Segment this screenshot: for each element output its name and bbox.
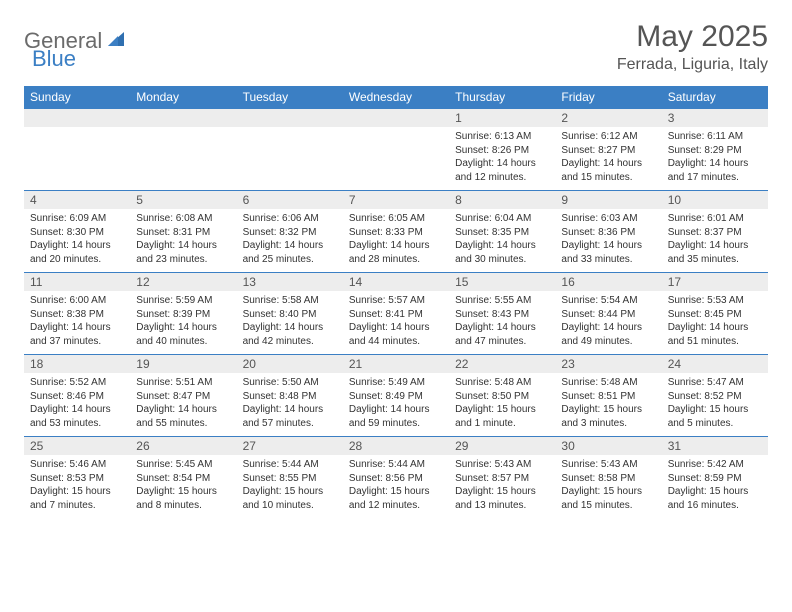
day-number: 30 bbox=[555, 437, 661, 456]
weekday-header: Friday bbox=[555, 86, 661, 109]
day-detail: Sunrise: 5:44 AMSunset: 8:55 PMDaylight:… bbox=[237, 455, 343, 518]
day-detail: Sunrise: 5:59 AMSunset: 8:39 PMDaylight:… bbox=[130, 291, 236, 355]
day-number: 8 bbox=[449, 191, 555, 210]
weekday-header: Sunday bbox=[24, 86, 130, 109]
day-detail: Sunrise: 6:09 AMSunset: 8:30 PMDaylight:… bbox=[24, 209, 130, 273]
day-number: 5 bbox=[130, 191, 236, 210]
calendar-table: Sunday Monday Tuesday Wednesday Thursday… bbox=[24, 86, 768, 518]
detail-row: Sunrise: 6:09 AMSunset: 8:30 PMDaylight:… bbox=[24, 209, 768, 273]
detail-row: Sunrise: 6:13 AMSunset: 8:26 PMDaylight:… bbox=[24, 127, 768, 191]
day-number: 10 bbox=[662, 191, 768, 210]
day-detail bbox=[24, 127, 130, 191]
day-detail: Sunrise: 5:48 AMSunset: 8:50 PMDaylight:… bbox=[449, 373, 555, 437]
day-number: 29 bbox=[449, 437, 555, 456]
day-number: 1 bbox=[449, 109, 555, 128]
daynum-row: 18192021222324 bbox=[24, 355, 768, 374]
day-number bbox=[24, 109, 130, 128]
day-number bbox=[237, 109, 343, 128]
logo-sail-icon bbox=[106, 30, 126, 53]
day-detail: Sunrise: 5:43 AMSunset: 8:58 PMDaylight:… bbox=[555, 455, 661, 518]
day-number: 4 bbox=[24, 191, 130, 210]
day-detail bbox=[130, 127, 236, 191]
day-detail: Sunrise: 5:51 AMSunset: 8:47 PMDaylight:… bbox=[130, 373, 236, 437]
day-number: 6 bbox=[237, 191, 343, 210]
weekday-header: Thursday bbox=[449, 86, 555, 109]
day-number: 14 bbox=[343, 273, 449, 292]
day-number: 27 bbox=[237, 437, 343, 456]
weekday-header: Tuesday bbox=[237, 86, 343, 109]
day-number: 26 bbox=[130, 437, 236, 456]
weekday-header: Monday bbox=[130, 86, 236, 109]
day-number bbox=[130, 109, 236, 128]
title-block: May 2025 Ferrada, Liguria, Italy bbox=[617, 20, 768, 74]
day-detail bbox=[237, 127, 343, 191]
day-detail bbox=[343, 127, 449, 191]
daynum-row: 25262728293031 bbox=[24, 437, 768, 456]
day-detail: Sunrise: 6:06 AMSunset: 8:32 PMDaylight:… bbox=[237, 209, 343, 273]
day-detail: Sunrise: 5:46 AMSunset: 8:53 PMDaylight:… bbox=[24, 455, 130, 518]
day-number: 3 bbox=[662, 109, 768, 128]
logo-text-blue: Blue bbox=[32, 46, 76, 72]
month-title: May 2025 bbox=[617, 20, 768, 54]
day-number: 23 bbox=[555, 355, 661, 374]
detail-row: Sunrise: 5:52 AMSunset: 8:46 PMDaylight:… bbox=[24, 373, 768, 437]
day-detail: Sunrise: 5:48 AMSunset: 8:51 PMDaylight:… bbox=[555, 373, 661, 437]
detail-row: Sunrise: 6:00 AMSunset: 8:38 PMDaylight:… bbox=[24, 291, 768, 355]
day-detail: Sunrise: 6:11 AMSunset: 8:29 PMDaylight:… bbox=[662, 127, 768, 191]
day-number: 2 bbox=[555, 109, 661, 128]
day-number: 28 bbox=[343, 437, 449, 456]
day-detail: Sunrise: 6:03 AMSunset: 8:36 PMDaylight:… bbox=[555, 209, 661, 273]
day-detail: Sunrise: 5:57 AMSunset: 8:41 PMDaylight:… bbox=[343, 291, 449, 355]
day-detail: Sunrise: 6:08 AMSunset: 8:31 PMDaylight:… bbox=[130, 209, 236, 273]
day-number: 7 bbox=[343, 191, 449, 210]
day-detail: Sunrise: 5:52 AMSunset: 8:46 PMDaylight:… bbox=[24, 373, 130, 437]
daynum-row: 45678910 bbox=[24, 191, 768, 210]
day-number: 21 bbox=[343, 355, 449, 374]
day-number bbox=[343, 109, 449, 128]
day-detail: Sunrise: 6:00 AMSunset: 8:38 PMDaylight:… bbox=[24, 291, 130, 355]
day-detail: Sunrise: 5:54 AMSunset: 8:44 PMDaylight:… bbox=[555, 291, 661, 355]
daynum-row: 11121314151617 bbox=[24, 273, 768, 292]
day-number: 17 bbox=[662, 273, 768, 292]
day-detail: Sunrise: 5:50 AMSunset: 8:48 PMDaylight:… bbox=[237, 373, 343, 437]
day-number: 13 bbox=[237, 273, 343, 292]
day-number: 22 bbox=[449, 355, 555, 374]
day-detail: Sunrise: 5:42 AMSunset: 8:59 PMDaylight:… bbox=[662, 455, 768, 518]
day-detail: Sunrise: 6:05 AMSunset: 8:33 PMDaylight:… bbox=[343, 209, 449, 273]
day-number: 18 bbox=[24, 355, 130, 374]
day-number: 11 bbox=[24, 273, 130, 292]
day-detail: Sunrise: 6:12 AMSunset: 8:27 PMDaylight:… bbox=[555, 127, 661, 191]
day-detail: Sunrise: 5:45 AMSunset: 8:54 PMDaylight:… bbox=[130, 455, 236, 518]
day-detail: Sunrise: 5:49 AMSunset: 8:49 PMDaylight:… bbox=[343, 373, 449, 437]
day-detail: Sunrise: 5:43 AMSunset: 8:57 PMDaylight:… bbox=[449, 455, 555, 518]
day-number: 25 bbox=[24, 437, 130, 456]
location: Ferrada, Liguria, Italy bbox=[617, 56, 768, 74]
day-number: 24 bbox=[662, 355, 768, 374]
day-number: 31 bbox=[662, 437, 768, 456]
weekday-header: Wednesday bbox=[343, 86, 449, 109]
detail-row: Sunrise: 5:46 AMSunset: 8:53 PMDaylight:… bbox=[24, 455, 768, 518]
day-detail: Sunrise: 5:55 AMSunset: 8:43 PMDaylight:… bbox=[449, 291, 555, 355]
weekday-header: Saturday bbox=[662, 86, 768, 109]
day-detail: Sunrise: 5:44 AMSunset: 8:56 PMDaylight:… bbox=[343, 455, 449, 518]
day-detail: Sunrise: 6:04 AMSunset: 8:35 PMDaylight:… bbox=[449, 209, 555, 273]
day-number: 16 bbox=[555, 273, 661, 292]
weekday-header-row: Sunday Monday Tuesday Wednesday Thursday… bbox=[24, 86, 768, 109]
daynum-row: 123 bbox=[24, 109, 768, 128]
day-number: 9 bbox=[555, 191, 661, 210]
day-detail: Sunrise: 5:58 AMSunset: 8:40 PMDaylight:… bbox=[237, 291, 343, 355]
header: General May 2025 Ferrada, Liguria, Italy bbox=[24, 20, 768, 74]
day-detail: Sunrise: 6:13 AMSunset: 8:26 PMDaylight:… bbox=[449, 127, 555, 191]
day-number: 20 bbox=[237, 355, 343, 374]
day-number: 12 bbox=[130, 273, 236, 292]
day-number: 15 bbox=[449, 273, 555, 292]
day-detail: Sunrise: 5:53 AMSunset: 8:45 PMDaylight:… bbox=[662, 291, 768, 355]
day-number: 19 bbox=[130, 355, 236, 374]
day-detail: Sunrise: 5:47 AMSunset: 8:52 PMDaylight:… bbox=[662, 373, 768, 437]
day-detail: Sunrise: 6:01 AMSunset: 8:37 PMDaylight:… bbox=[662, 209, 768, 273]
